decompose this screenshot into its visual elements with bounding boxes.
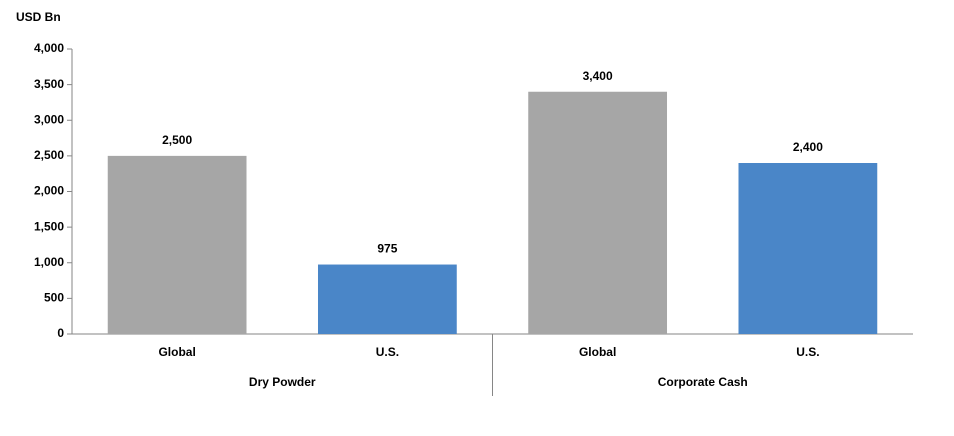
x-tick-label: Global — [579, 345, 616, 359]
y-tick-label: 0 — [57, 326, 64, 340]
x-tick-label: U.S. — [796, 345, 819, 359]
y-tick-label: 2,000 — [34, 184, 64, 198]
y-tick-label: 1,500 — [34, 219, 64, 233]
bar — [528, 91, 668, 334]
x-tick-label: U.S. — [376, 345, 399, 359]
y-tick-label: 500 — [44, 291, 64, 305]
y-tick-label: 2,500 — [34, 148, 64, 162]
value-label: 975 — [377, 242, 397, 256]
y-axis-label: USD Bn — [16, 10, 61, 24]
y-tick-label: 4,000 — [34, 41, 64, 55]
y-tick-label: 3,000 — [34, 112, 64, 126]
bar — [317, 264, 457, 334]
group-label: Corporate Cash — [658, 375, 748, 389]
bar — [738, 163, 878, 334]
value-label: 2,400 — [793, 140, 823, 154]
group-label: Dry Powder — [249, 375, 316, 389]
value-label: 2,500 — [162, 133, 192, 147]
y-tick-label: 3,500 — [34, 77, 64, 91]
bar — [107, 155, 247, 334]
value-label: 3,400 — [583, 69, 613, 83]
y-tick-label: 1,000 — [34, 255, 64, 269]
x-tick-label: Global — [158, 345, 195, 359]
